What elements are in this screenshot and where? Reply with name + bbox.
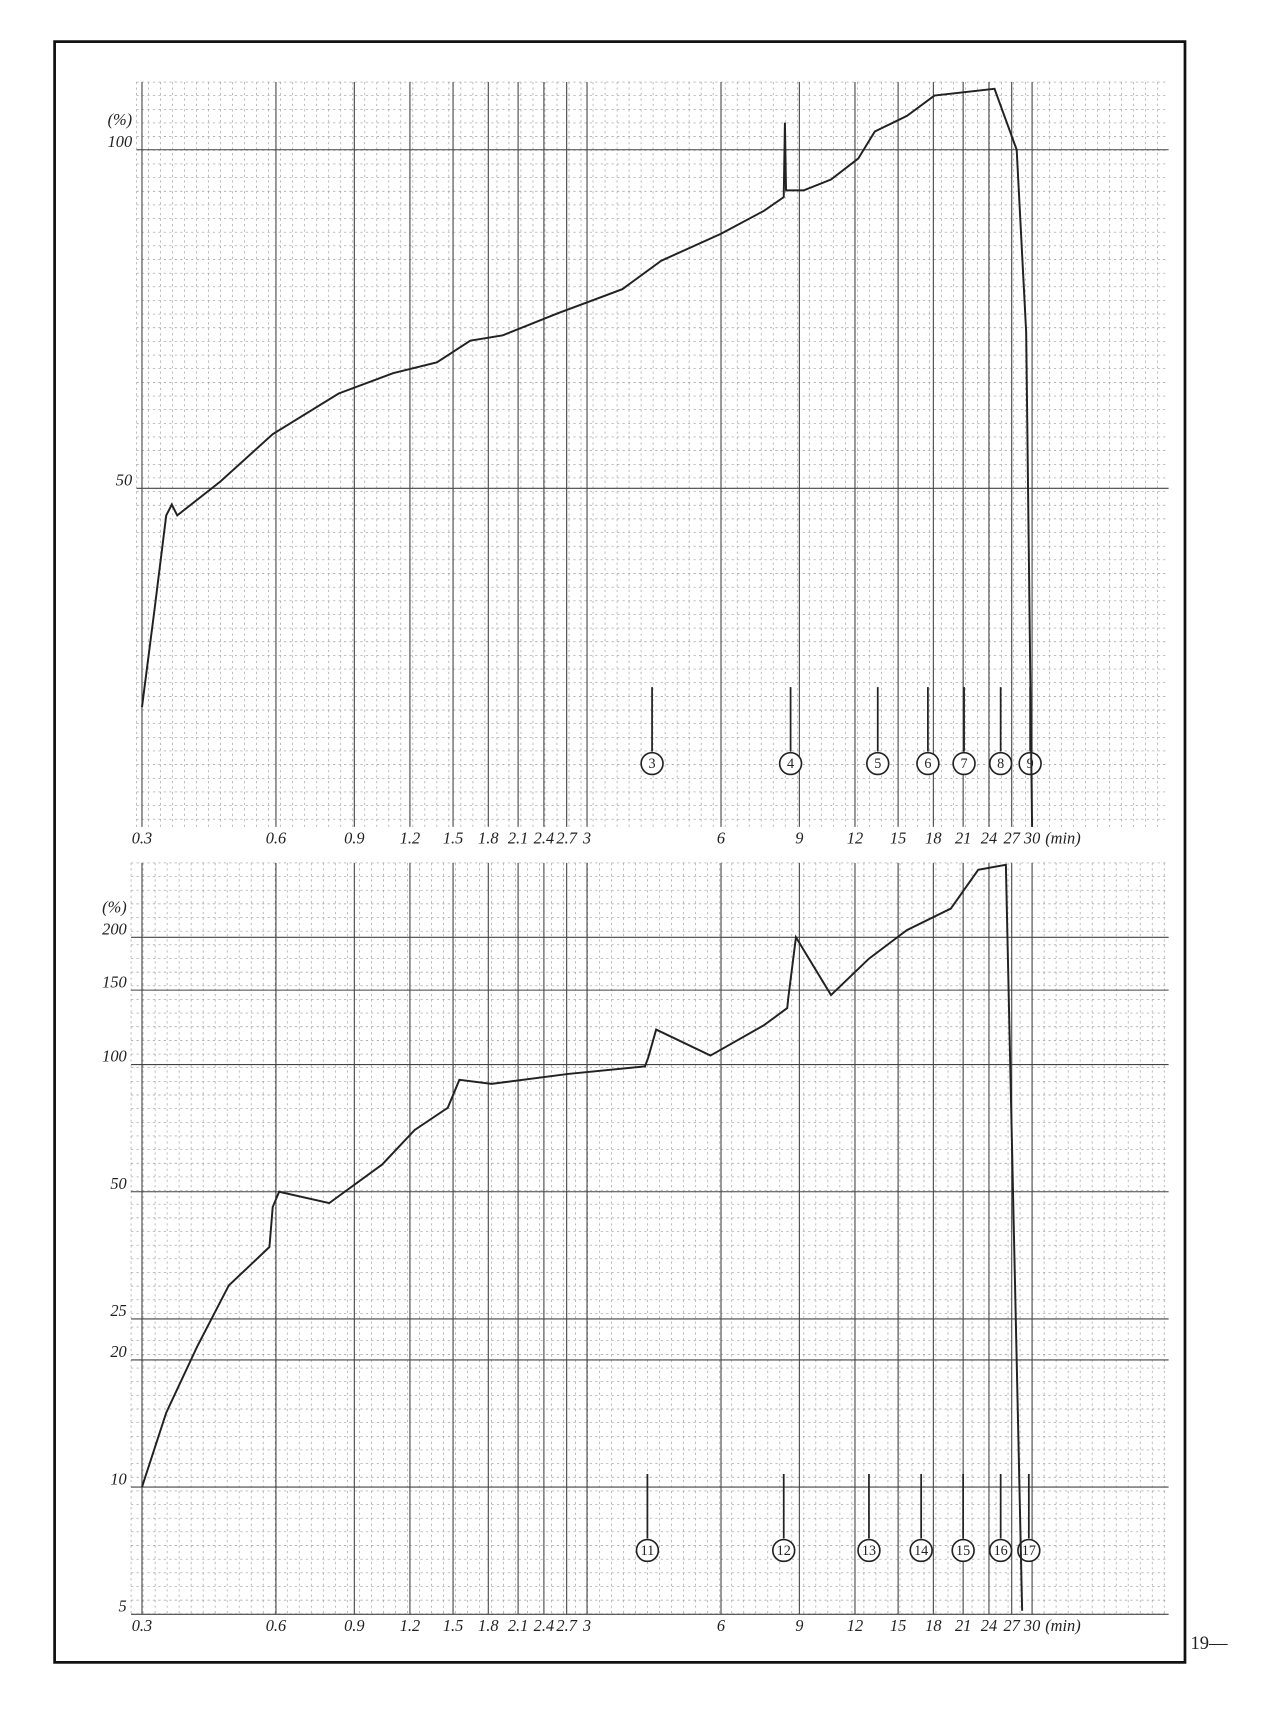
x-tick-label: 30: [1023, 1616, 1040, 1635]
x-tick-label: 3: [582, 829, 591, 848]
annotation-label: 11: [641, 1543, 655, 1559]
y-tick-label: 100: [108, 132, 133, 151]
x-tick-label: 1.8: [478, 829, 498, 848]
y-tick-label: 20: [110, 1342, 126, 1361]
annotation-circle: [640, 751, 664, 776]
x-tick-label: 0.6: [266, 1616, 287, 1635]
x-tick-label: 1.5: [443, 829, 463, 848]
annotation-circle: [1018, 751, 1042, 776]
y-tick-label: 150: [102, 972, 127, 991]
x-tick-label: 27: [1004, 829, 1021, 848]
x-tick-label: 24: [981, 829, 997, 848]
x-tick-label: 2.4: [534, 829, 554, 848]
annotation-label: 3: [649, 756, 656, 772]
annotation-circle: [988, 751, 1013, 776]
x-tick-label: 0.3: [132, 1616, 152, 1635]
x-tick-label: 2.7: [556, 829, 577, 848]
annotation-circle: [1017, 1538, 1041, 1563]
annotation-circle: [635, 1538, 660, 1563]
x-tick-label: 21: [955, 1616, 971, 1635]
y-tick-label: 25: [110, 1301, 126, 1320]
data-line: [141, 87, 1034, 827]
annotation-circle: [857, 1538, 881, 1563]
x-tick-label: 1.2: [400, 829, 420, 848]
annotation-label: 9: [1027, 756, 1034, 772]
x-tick-label: 15: [890, 829, 906, 848]
y-tick-label: 100: [102, 1047, 127, 1066]
annotation-label: 8: [997, 756, 1004, 772]
x-tick-label: 24: [981, 1616, 997, 1635]
annotation-label: 7: [961, 756, 968, 772]
annotation-label: 15: [956, 1543, 970, 1559]
x-tick-label: 21: [955, 829, 971, 848]
y-tick-label: 10: [110, 1469, 126, 1488]
x-tick-label: 0.3: [132, 829, 152, 848]
x-tick-label: 30: [1023, 829, 1040, 848]
x-tick-label: 9: [795, 1616, 803, 1635]
x-tick-label: 15: [890, 1616, 906, 1635]
x-tick-label: 6: [717, 829, 726, 848]
y-tick-label: 5: [119, 1597, 127, 1616]
x-tick-label: 1.5: [443, 1616, 463, 1635]
annotation-circle: [952, 751, 976, 776]
x-tick-label: 18: [925, 829, 941, 848]
x-tick-label: 12: [847, 829, 863, 848]
y-tick-label: 200: [102, 920, 127, 939]
x-tick-label: 27: [1004, 1616, 1021, 1635]
annotation-circle: [866, 751, 890, 776]
x-tick-label: 2.7: [556, 1616, 577, 1635]
x-tick-label: 0.9: [344, 1616, 364, 1635]
x-tick-label: 0.9: [344, 829, 364, 848]
y-tick-label: 50: [110, 1174, 126, 1193]
data-line: [141, 863, 1024, 1611]
annotation-label: 12: [777, 1543, 791, 1559]
annotation-circle: [771, 1538, 796, 1563]
annotation-label: 6: [924, 756, 931, 772]
x-tick-label: 3: [582, 1616, 591, 1635]
annotation-label: 4: [787, 756, 794, 772]
annotation-label: 14: [914, 1543, 928, 1559]
x-tick-label: 1.2: [400, 1616, 420, 1635]
page-number: 19—: [1190, 1633, 1228, 1654]
annotation-circle: [778, 751, 803, 776]
x-tick-label: 1.8: [478, 1616, 498, 1635]
x-tick-label: 6: [717, 1616, 726, 1635]
annotation-label: 16: [994, 1543, 1008, 1559]
annotation-circle: [988, 1538, 1013, 1563]
y-axis-label: (%): [102, 898, 127, 917]
annotation-label: 5: [874, 756, 881, 772]
page-frame: [53, 40, 1187, 1664]
y-axis-label: (%): [108, 110, 133, 129]
annotation-circle: [909, 1538, 933, 1563]
x-tick-label: 0.6: [266, 829, 287, 848]
x-tick-label: 2.4: [534, 1616, 554, 1635]
x-tick-label: 9: [795, 829, 803, 848]
annotation-circle: [951, 1538, 975, 1563]
x-tick-label: 12: [847, 1616, 863, 1635]
x-tick-label: 2.1: [508, 829, 528, 848]
x-axis-label: (min): [1045, 1616, 1080, 1635]
annotation-label: 13: [862, 1543, 876, 1559]
x-axis-label: (min): [1045, 829, 1080, 848]
x-tick-label: 18: [925, 1616, 941, 1635]
x-tick-label: 2.1: [508, 1616, 528, 1635]
annotation-circle: [916, 751, 940, 776]
annotation-label: 17: [1022, 1543, 1036, 1559]
y-tick-label: 50: [116, 471, 132, 490]
